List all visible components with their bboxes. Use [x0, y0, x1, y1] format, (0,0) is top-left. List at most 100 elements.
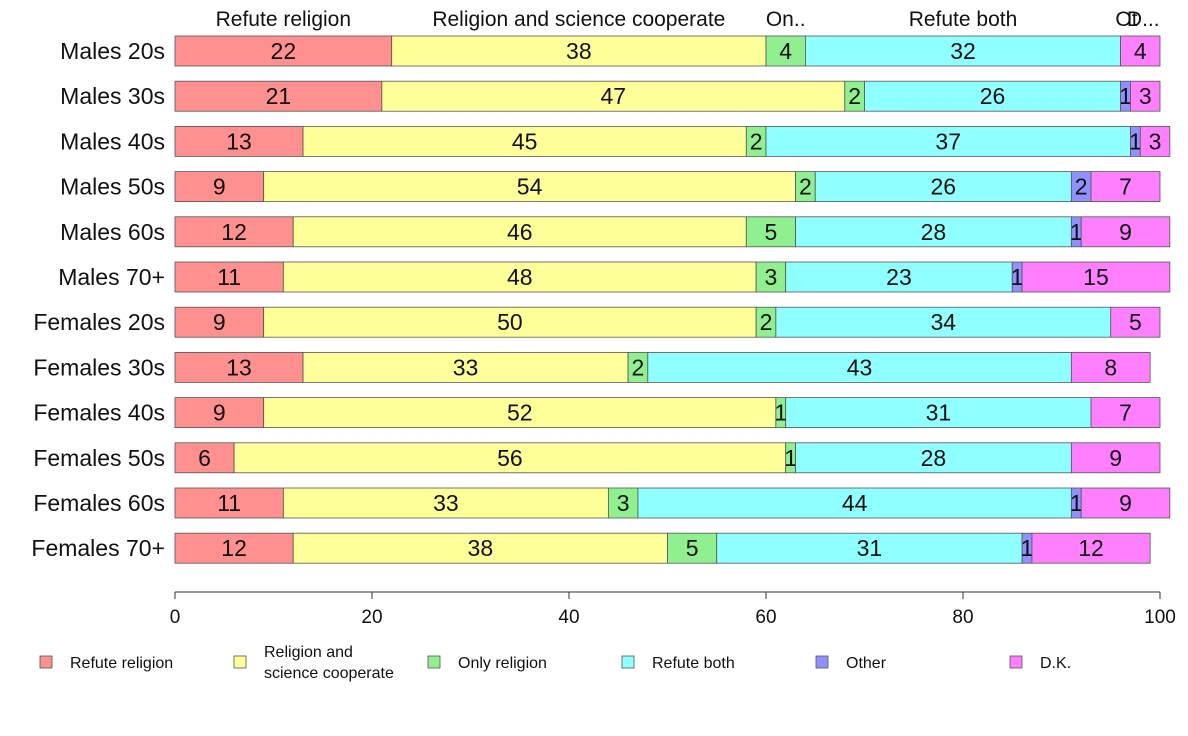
bar-segment: [282, 261, 757, 293]
bar-row: Females 30s 13 33 2 43 8: [33, 351, 1151, 383]
x-tick-label: 100: [1144, 607, 1176, 628]
bar-segment: [263, 171, 796, 203]
bar-segment: [381, 80, 846, 112]
legend-label: Other: [846, 655, 887, 672]
category-label: Females 70+: [31, 535, 165, 561]
category-label: Males 30s: [60, 83, 165, 109]
data-label: 3: [765, 264, 778, 290]
legend-label: Refute religion: [70, 655, 173, 672]
bar-segment: [1090, 397, 1161, 429]
data-label: 4: [1134, 38, 1147, 64]
data-label: 4: [779, 38, 792, 64]
data-label: 33: [433, 490, 459, 516]
data-label: 45: [512, 128, 538, 154]
bar-segment: [608, 487, 639, 519]
bar-row: Females 20s 9 50 2 34 5: [33, 306, 1161, 338]
data-label: 1: [1021, 535, 1034, 561]
data-label: 2: [799, 174, 812, 200]
category-label: Females 40s: [33, 400, 165, 426]
bar-segment: [174, 261, 284, 293]
data-label: 2: [1075, 174, 1088, 200]
data-label: 2: [760, 309, 773, 335]
data-label: 5: [686, 535, 699, 561]
legend-label: science cooperate: [264, 665, 394, 682]
series-header-label: Ot: [1115, 8, 1137, 31]
category-label: Females 50s: [33, 445, 165, 471]
legend-label: Only religion: [458, 655, 547, 672]
data-label: 33: [453, 354, 479, 380]
data-label: 3: [617, 490, 630, 516]
bar-segment: [1130, 80, 1161, 112]
bar-segment: [765, 126, 1131, 157]
series-header-label: Refute religion: [216, 8, 351, 31]
bar-segment: [174, 126, 304, 157]
bar-segment: [292, 216, 747, 248]
data-label: 22: [271, 38, 297, 64]
data-label: 56: [497, 445, 523, 471]
bar-segment: [174, 216, 294, 248]
legend-label: D.K.: [1040, 655, 1071, 672]
bar-row: Males 20s 22 38 4 32 4: [60, 35, 1161, 67]
legend: Refute religion Religion and science coope…: [39, 644, 1071, 682]
data-label: 1: [1011, 264, 1024, 290]
data-label: 1: [774, 400, 787, 426]
data-label: 9: [213, 174, 226, 200]
data-label: 3: [1149, 128, 1162, 154]
bar-row: Males 50s 9 54 2 26 2 7: [60, 171, 1161, 203]
data-label: 8: [1104, 354, 1117, 380]
bar-segment: [667, 532, 718, 564]
data-label: 50: [497, 309, 523, 335]
data-label: 21: [266, 83, 292, 109]
x-tick-label: 80: [952, 607, 973, 628]
legend-swatch: [39, 655, 53, 669]
bar-segment: [716, 532, 1023, 564]
data-label: 13: [226, 354, 252, 380]
data-label: 38: [468, 535, 494, 561]
bar-row: Males 70+ 11 48 3 23 1 15: [58, 261, 1171, 293]
bar-row: Females 40s 9 52 1 31 7: [33, 397, 1161, 429]
legend-item: Only religion: [427, 655, 547, 672]
bar-segment: [174, 171, 265, 203]
bar-row: Males 60s 12 46 5 28 1 9: [60, 216, 1171, 248]
data-label: 2: [750, 128, 763, 154]
bar-segment: [174, 351, 304, 383]
category-label: Males 60s: [60, 219, 165, 245]
data-label: 26: [980, 83, 1006, 109]
bar-row: Females 50s 6 56 1 28 9: [33, 442, 1161, 474]
series-header-label: Refute both: [909, 8, 1018, 31]
data-label: 15: [1083, 264, 1109, 290]
bar-segment: [1080, 216, 1171, 248]
category-label: Females 60s: [33, 490, 165, 516]
data-label: 43: [847, 354, 873, 380]
data-label: 9: [213, 400, 226, 426]
bar-segment: [755, 261, 787, 293]
legend-swatch: [621, 655, 635, 669]
bar-segment: [1139, 126, 1171, 157]
series-header-labels: Refute religion Religion and science coop…: [216, 8, 1160, 31]
legend-swatch: [815, 655, 829, 669]
bar-segment: [647, 351, 1072, 383]
data-label: 2: [632, 354, 645, 380]
data-label: 12: [221, 219, 247, 245]
x-tick-label: 60: [755, 607, 776, 628]
data-label: 46: [507, 219, 533, 245]
data-label: 54: [517, 174, 543, 200]
data-label: 28: [921, 445, 947, 471]
legend-item: Refute religion: [39, 655, 173, 672]
bar-segment: [1031, 532, 1151, 564]
data-label: 12: [1078, 535, 1104, 561]
bar-segment: [785, 261, 1013, 293]
legend-label: Refute both: [652, 655, 735, 672]
data-label: 38: [566, 38, 592, 64]
bar-row: Females 60s 11 33 3 44 1 9: [33, 487, 1171, 519]
data-label: 9: [1119, 490, 1132, 516]
data-label: 47: [601, 83, 627, 109]
bar-segment: [302, 126, 747, 157]
bar-segment: [292, 532, 668, 564]
legend-swatch: [233, 655, 247, 669]
legend-item: Religion and science cooperate: [233, 644, 394, 682]
bar-segment: [1021, 261, 1171, 293]
data-label: 3: [1139, 83, 1152, 109]
